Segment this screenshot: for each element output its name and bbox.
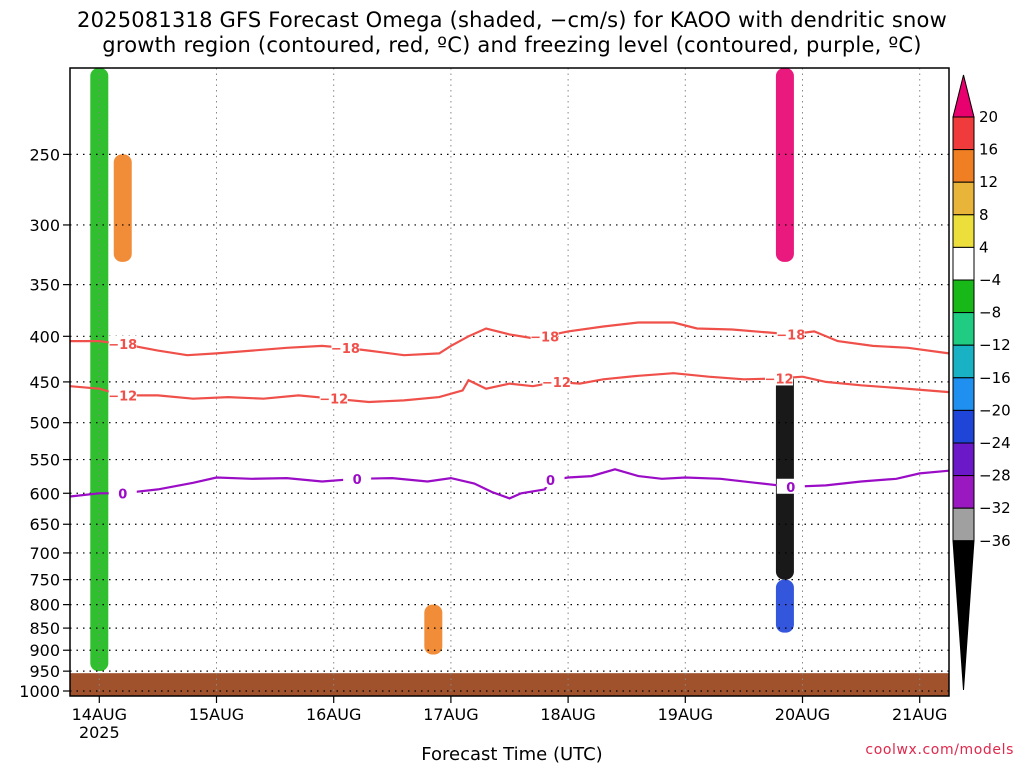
contour-label-bg-2-3 — [776, 478, 805, 494]
contour-label-bg-0-1 — [331, 339, 360, 355]
contour-label--12-3: −12 — [765, 372, 794, 387]
chart-title-line-2: growth region (contoured, red, ºC) and f… — [102, 33, 922, 57]
contour-label-bg-2-0 — [108, 485, 137, 501]
contour-label-bg-1-0 — [108, 387, 137, 403]
colorbar-label-7: −12 — [979, 336, 1011, 354]
watermark: coolwx.com/models — [865, 742, 1014, 758]
y-tick-label-350: 350 — [29, 276, 60, 295]
colorbar-segment-3 — [952, 181, 975, 216]
omega-shade-2 — [775, 373, 794, 580]
colorbar-segment-6 — [952, 279, 975, 314]
contour-label-bg-0-0 — [108, 335, 137, 351]
omega-shade-0 — [90, 68, 109, 672]
colorbar-label-8: −16 — [979, 369, 1011, 387]
colorbar-label-0: 20 — [979, 108, 998, 126]
x-axis-label: Forecast Time (UTC) — [421, 744, 603, 765]
contour-label-bg-1-1 — [319, 390, 348, 406]
contour-label-0-1: 0 — [353, 473, 362, 488]
contour-label--18-3: −18 — [776, 328, 805, 343]
contour-label--18-0: −18 — [108, 338, 137, 353]
x-tick-label-15AUG: 15AUG — [189, 705, 244, 724]
omega-shade-5 — [424, 604, 443, 655]
x-tick-label-21AUG: 21AUG — [892, 705, 947, 724]
colorbar-segment-4 — [952, 214, 975, 248]
y-tick-label-1000: 1000 — [19, 682, 60, 701]
contour--12-line — [69, 372, 950, 404]
colorbar-bottom-arrow — [952, 540, 975, 691]
plot-frame — [69, 67, 950, 697]
colorbar-label-4: 4 — [979, 238, 989, 256]
colorbar-label-13: −36 — [979, 532, 1011, 550]
y-tick-label-550: 550 — [29, 451, 60, 470]
colorbar-segment-12 — [952, 475, 975, 509]
y-tick-label-500: 500 — [29, 414, 60, 433]
colorbar-label-11: −28 — [979, 467, 1011, 485]
colorbar-segment-13 — [952, 507, 975, 542]
contour-label--12-0: −12 — [108, 389, 137, 404]
colorbar-segment-10 — [952, 409, 975, 444]
omega-shade-4 — [775, 579, 794, 633]
contour-label-bg-2-1 — [343, 470, 372, 486]
x-tick-label-16AUG: 16AUG — [306, 705, 361, 724]
y-tick-label-450: 450 — [29, 373, 60, 392]
contour-label--18-1: −18 — [331, 342, 360, 357]
contour-label-0-3: 0 — [786, 481, 795, 496]
colorbar-label-12: −32 — [979, 499, 1011, 517]
y-tick-label-750: 750 — [29, 571, 60, 590]
colorbar-segment-11 — [952, 442, 975, 477]
x-tick-year-label: 2025 — [79, 723, 120, 742]
contour-label-bg-0-3 — [776, 326, 805, 342]
colorbar-segment-9 — [952, 377, 975, 411]
colorbar-segment-2 — [952, 149, 975, 183]
colorbar-segment-5 — [952, 246, 975, 281]
chart-title-line-1: 2025081318 GFS Forecast Omega (shaded, −… — [77, 8, 947, 32]
x-tick-label-14AUG: 14AUG — [72, 705, 127, 724]
contour-label--12-2: −12 — [542, 376, 571, 391]
contour-label-bg-2-2 — [536, 472, 565, 488]
colorbar-label-10: −24 — [979, 434, 1011, 452]
y-tick-label-250: 250 — [29, 145, 60, 164]
y-tick-label-650: 650 — [29, 515, 60, 534]
y-tick-label-600: 600 — [29, 484, 60, 503]
y-tick-label-700: 700 — [29, 544, 60, 563]
colorbar-segment-8 — [952, 344, 975, 379]
colorbar-label-6: −8 — [979, 304, 1001, 322]
colorbar-top-arrow — [952, 74, 975, 118]
omega-shade-1 — [113, 154, 132, 262]
colorbar-label-2: 12 — [979, 173, 998, 191]
contour-label--12-1: −12 — [319, 393, 348, 408]
contour--18-line — [70, 321, 950, 357]
x-tick-label-17AUG: 17AUG — [423, 705, 478, 724]
contour-0-line — [69, 468, 950, 500]
colorbar-label-9: −20 — [979, 401, 1011, 419]
colorbar-label-3: 8 — [979, 206, 989, 224]
colorbar-segment-1 — [952, 116, 975, 151]
colorbar-label-5: −4 — [979, 271, 1001, 289]
contour-label--18-2: −18 — [530, 330, 559, 345]
y-tick-label-850: 850 — [29, 619, 60, 638]
omega-shade-3 — [775, 68, 794, 262]
contour-label-bg-1-3 — [765, 370, 794, 386]
x-tick-label-18AUG: 18AUG — [540, 705, 595, 724]
colorbar-segment-7 — [952, 312, 975, 346]
y-tick-label-950: 950 — [29, 662, 60, 681]
contour-label-bg-0-2 — [530, 328, 559, 344]
contour-label-0-0: 0 — [118, 487, 127, 502]
y-tick-label-800: 800 — [29, 596, 60, 615]
contour-label-bg-1-2 — [542, 373, 571, 389]
y-tick-label-900: 900 — [29, 641, 60, 660]
y-tick-label-400: 400 — [29, 327, 60, 346]
x-tick-label-20AUG: 20AUG — [775, 705, 830, 724]
y-tick-label-300: 300 — [29, 216, 60, 235]
x-tick-label-19AUG: 19AUG — [658, 705, 713, 724]
colorbar-label-1: 16 — [979, 141, 998, 159]
contour-label-0-2: 0 — [546, 474, 555, 489]
ground-fill — [70, 673, 949, 696]
